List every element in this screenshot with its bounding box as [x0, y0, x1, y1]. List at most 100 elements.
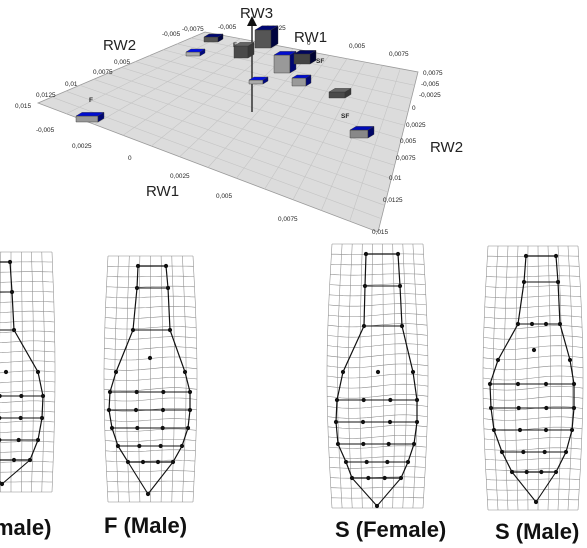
svg-text:0,015: 0,015 [15, 103, 31, 110]
svg-text:0,0075: 0,0075 [423, 70, 443, 77]
svg-text:-0,005: -0,005 [162, 31, 181, 38]
grid-line-horizontal [483, 416, 583, 421]
grid-line-horizontal [327, 394, 428, 399]
landmark-dot [137, 443, 142, 449]
landmark-dot [405, 459, 411, 465]
panel-label-s-female: S (Female) [335, 517, 446, 542]
grid-line-horizontal [106, 480, 195, 483]
bar-3d [293, 50, 317, 65]
grid-line-horizontal [104, 346, 197, 350]
landmark-dot [147, 355, 153, 361]
grid-line-horizontal [105, 459, 196, 463]
warped-grid [482, 245, 584, 511]
wing-outline-tip [511, 471, 537, 503]
grid-line-horizontal [104, 336, 197, 340]
axis-label-rw2-right: RW2 [430, 139, 463, 156]
warped-grid [0, 251, 56, 493]
landmark-dot [521, 279, 527, 285]
deformation-grid-s-female [326, 243, 429, 509]
landmark-dot [553, 253, 559, 259]
landmark-dot [7, 259, 13, 265]
bar-3d [273, 51, 297, 74]
landmark-dot [185, 425, 191, 431]
svg-text:-0,0025: -0,0025 [419, 92, 441, 99]
grid-line-horizontal [327, 343, 428, 348]
landmark-dot [11, 327, 17, 333]
grid-line-horizontal [486, 265, 580, 268]
landmark-dot [165, 285, 171, 291]
grid-line-vertical [337, 243, 343, 509]
landmark-dot [19, 393, 24, 399]
grid-line-horizontal [328, 303, 427, 307]
landmark-dot [521, 449, 526, 455]
grid-line-vertical [160, 255, 163, 503]
grid-line-horizontal [485, 457, 581, 461]
bar-front-face [328, 91, 346, 99]
landmark-dot [539, 469, 544, 475]
landmark-dot [140, 459, 146, 465]
grid-line-vertical [138, 255, 141, 503]
svg-text:0,0025: 0,0025 [72, 143, 92, 150]
grid-line-horizontal [103, 387, 198, 392]
grid-line-horizontal [485, 468, 581, 471]
grid-line-horizontal [327, 424, 428, 429]
grid-line-horizontal [329, 283, 426, 286]
svg-text:-0,005: -0,005 [218, 24, 237, 31]
landmark-dot [130, 327, 136, 333]
landmark-dot [167, 327, 173, 333]
landmark-dot [515, 321, 521, 327]
axis-label-rw3: RW3 [240, 5, 273, 22]
wing-outline [489, 255, 575, 473]
grid-line-vertical [114, 255, 119, 503]
grid-line-horizontal [328, 435, 427, 439]
landmark-dot [531, 347, 537, 353]
landmark-dot [544, 405, 549, 411]
grid-line-horizontal [0, 370, 56, 374]
landmark-dot [182, 369, 188, 375]
wing-outline [108, 265, 191, 463]
svg-text:-0,005: -0,005 [36, 127, 55, 134]
grid-line-horizontal [0, 451, 54, 453]
landmark-dot [340, 369, 346, 375]
grid-line-horizontal [103, 377, 198, 381]
bar-top-face [293, 50, 317, 55]
landmark-dot [515, 381, 521, 387]
grid-line-vertical [171, 255, 175, 503]
grid-line-horizontal [104, 418, 197, 422]
landmark-dot [9, 289, 15, 295]
grid-line-horizontal [106, 285, 195, 288]
grid-line-horizontal [0, 380, 56, 384]
grid-line-horizontal [0, 430, 55, 433]
bar-3d [185, 48, 206, 57]
landmark-dot [542, 449, 547, 455]
grid-line-horizontal [327, 353, 428, 358]
grid-line-horizontal [327, 404, 428, 409]
landmark-dot [187, 389, 193, 395]
landmark-dot [11, 457, 17, 463]
landmark-dot [145, 491, 151, 497]
bar-3d [75, 112, 105, 123]
landmark-dot [335, 441, 341, 447]
svg-text:0,01: 0,01 [65, 81, 78, 88]
grid-line-horizontal [0, 271, 53, 273]
landmark-dot [160, 425, 165, 431]
tick-row-right: 0,0075 -0,005 -0,0025 0 0,0025 0,005 0,0… [372, 70, 443, 236]
grid-line-vertical [567, 245, 573, 511]
bar-top-face [349, 126, 375, 131]
landmark-dot [388, 397, 393, 403]
grid-line-horizontal [326, 373, 429, 379]
grid-line-vertical [382, 244, 384, 508]
grid-line-horizontal [484, 305, 582, 309]
landmark-dot [543, 381, 549, 387]
svg-text:0,0125: 0,0125 [383, 197, 403, 204]
tag-sf-right: SF [341, 113, 349, 120]
svg-text:0,0125: 0,0125 [36, 92, 56, 99]
landmark-dot [113, 369, 119, 375]
landmark-dot [414, 419, 420, 425]
wing-outline-tip [535, 471, 557, 503]
wing-outline-tip [376, 477, 402, 507]
grid-line-horizontal [329, 293, 426, 297]
landmark-dot [524, 469, 529, 475]
landmark-dot [163, 263, 169, 269]
grid-line-horizontal [483, 396, 583, 401]
